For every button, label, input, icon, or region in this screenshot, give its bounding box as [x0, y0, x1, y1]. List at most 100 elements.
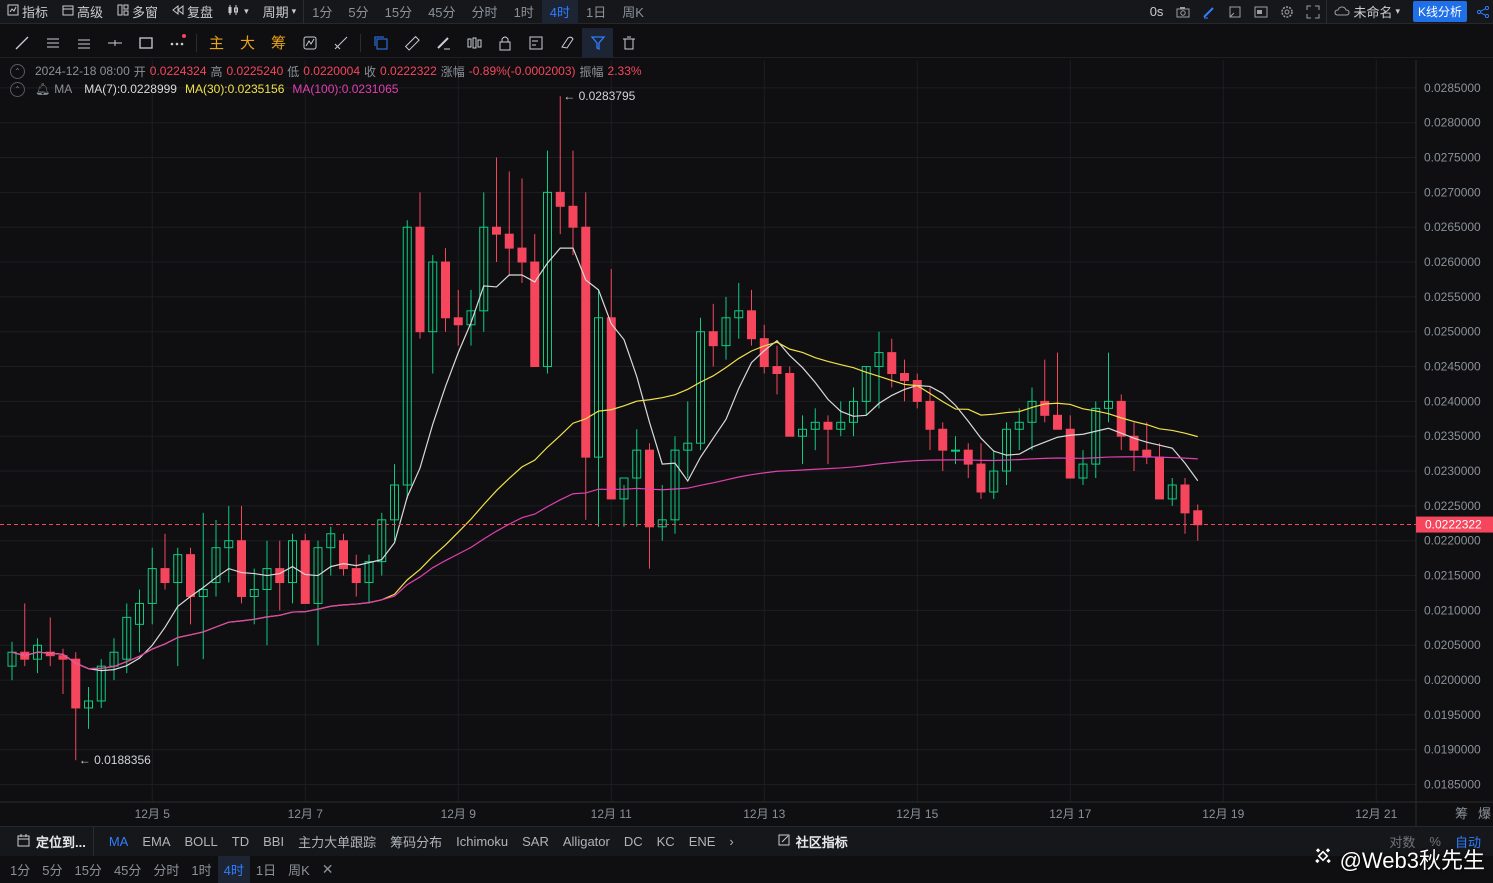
candle-down — [453, 317, 463, 326]
open-value: 0.0224324 — [149, 64, 207, 78]
candle-up — [951, 449, 960, 452]
interval-shortcut-1[interactable]: 5分 — [42, 863, 63, 878]
horizontal-lines-tool-icon[interactable] — [37, 28, 68, 58]
measure-tool-icon[interactable] — [325, 28, 356, 58]
percent-scale-toggle[interactable]: % — [1429, 834, 1441, 849]
indicator-tabs: MA EMA BOLL TD BBI 主力大单跟踪 筹码分布 Ichimoku SAR Allig… — [102, 827, 723, 857]
interval-shortcut-2[interactable]: 15分 — [74, 863, 102, 878]
collapse-icon[interactable]: ⌃ — [10, 81, 25, 97]
indicator-tab-7[interactable]: Ichimoku — [456, 834, 509, 849]
interval-shortcut-4[interactable]: 分时 — [153, 863, 180, 878]
chevron-right-icon[interactable]: › — [729, 834, 734, 849]
interval-shortcut-3[interactable]: 45分 — [113, 863, 142, 878]
interval-3[interactable]: 45分 — [428, 5, 456, 20]
candle-up — [1104, 400, 1113, 409]
camera-icon[interactable] — [1170, 0, 1196, 24]
lock-icon[interactable] — [489, 28, 520, 58]
template-icon[interactable] — [1248, 0, 1274, 24]
interval-0[interactable]: 1分 — [312, 5, 333, 20]
interval-shortcut-7[interactable]: 1日 — [255, 863, 277, 878]
candlestick-chart[interactable]: 0.02850000.02800000.02750000.02700000.02… — [0, 60, 1493, 826]
replay-button[interactable]: 复盘 — [165, 0, 220, 24]
period-dropdown[interactable]: 周期 ▾ — [256, 0, 305, 24]
indicators-button[interactable]: 指标 — [0, 0, 55, 24]
indicator-tab-12[interactable]: ENE — [688, 834, 716, 849]
indicator-tab-9[interactable]: Alligator — [562, 834, 610, 849]
filter-icon[interactable] — [582, 27, 613, 58]
candle-tool-icon[interactable] — [458, 28, 489, 58]
time-tick-label: 12月 17 — [1049, 807, 1091, 821]
indicator-tab-0[interactable]: MA — [108, 834, 129, 849]
change-label: 涨幅 — [440, 64, 465, 79]
trash-icon[interactable] — [613, 28, 644, 58]
community-indicators-button[interactable]: 社区指标 — [771, 827, 855, 857]
candle-up — [696, 331, 705, 444]
interval-5[interactable]: 1时 — [513, 5, 534, 20]
countdown-label: 0s — [1149, 4, 1164, 19]
more-tools-icon[interactable] — [161, 28, 192, 58]
indicator-tab-11[interactable]: KC — [656, 834, 675, 849]
notification-dot — [182, 33, 186, 38]
interval-2[interactable]: 15分 — [384, 5, 413, 20]
multi-window-button[interactable]: 多窗 — [110, 0, 165, 24]
watermark-text: @Web3秋先生 — [1339, 848, 1485, 873]
price-tick-label: 0.0255000 — [1424, 290, 1481, 304]
candle-up — [670, 449, 680, 521]
interval-shortcut-6[interactable]: 4时 — [217, 856, 250, 883]
settings-icon[interactable] — [1274, 0, 1300, 24]
close-icon[interactable]: ✕ — [321, 861, 334, 877]
interval-4[interactable]: 分时 — [471, 5, 498, 20]
price-axis: 0.0285000 0.0280000 0.0275000 0.0270000 0.02… — [1415, 60, 1481, 826]
indicator-tab-1[interactable]: EMA — [142, 834, 171, 849]
replay-label: 复盘 — [187, 5, 214, 20]
magnet-icon[interactable] — [551, 28, 582, 58]
interval-6[interactable]: 4时 — [541, 0, 579, 24]
collapse-icon[interactable]: ⌃ — [10, 63, 25, 79]
kline-analysis-button[interactable]: K线分析 — [1412, 1, 1467, 22]
indicator-tab-6[interactable]: 筹码分布 — [390, 835, 443, 850]
log-scale-toggle[interactable]: 对数 — [1389, 835, 1416, 850]
edit-list-icon[interactable] — [520, 28, 551, 58]
chips-button[interactable]: 筹 — [270, 35, 286, 52]
chevron-down-icon: ▾ — [244, 6, 249, 16]
interval-7[interactable]: 1日 — [586, 5, 607, 20]
rectangle-tool-icon[interactable] — [130, 28, 161, 58]
price-tick-label: 0.0220000 — [1424, 534, 1481, 548]
interval-8[interactable]: 周K — [622, 5, 644, 20]
interval-shortcut-0[interactable]: 1分 — [10, 863, 31, 878]
candle-down — [938, 428, 948, 451]
main-force-button[interactable]: 主 — [208, 35, 224, 52]
interval-shortcut-5[interactable]: 1时 — [191, 863, 212, 878]
brush-icon[interactable] — [427, 28, 458, 58]
candle-down — [708, 331, 718, 347]
indicator-tab-4[interactable]: BBI — [263, 834, 285, 849]
advanced-button[interactable]: 高级 — [55, 0, 110, 24]
crosshair-line-tool-icon[interactable] — [99, 28, 130, 58]
auto-pattern-icon[interactable] — [294, 28, 325, 58]
trendline-tool-icon[interactable] — [6, 28, 37, 58]
locate-label: 定位到... — [36, 835, 86, 850]
indicator-tab-2[interactable]: BOLL — [184, 834, 218, 849]
auto-scale-toggle[interactable]: 自动 — [1454, 835, 1481, 850]
indicator-tab-5[interactable]: 主力大单跟踪 — [298, 835, 377, 850]
fullscreen-icon[interactable] — [1300, 0, 1326, 24]
interval-shortcut-8[interactable]: 周K — [288, 863, 310, 878]
interval-1[interactable]: 5分 — [348, 5, 369, 20]
parallel-channel-tool-icon[interactable] — [68, 28, 99, 58]
indicator-tab-3[interactable]: TD — [231, 834, 250, 849]
locate-button[interactable]: 定位到... — [10, 826, 94, 857]
bell-icon[interactable]: 🔔︎ — [35, 82, 51, 96]
big-order-button[interactable]: 大 — [239, 35, 255, 52]
chart-type-dropdown[interactable]: ▾ — [220, 0, 256, 24]
grid-icon — [117, 4, 129, 19]
indicator-tab-8[interactable]: SAR — [522, 834, 549, 849]
multi-window-label: 多窗 — [132, 5, 159, 20]
candle-down — [415, 226, 425, 333]
pencil-icon[interactable] — [1196, 0, 1222, 24]
copy-icon[interactable] — [365, 28, 396, 58]
annotate-icon[interactable] — [1222, 0, 1248, 24]
layout-name-dropdown[interactable]: 未命名 ▾ — [1326, 0, 1407, 24]
ruler-icon[interactable] — [396, 28, 427, 58]
indicator-tab-10[interactable]: DC — [623, 834, 643, 849]
share-icon[interactable] — [1473, 0, 1493, 24]
